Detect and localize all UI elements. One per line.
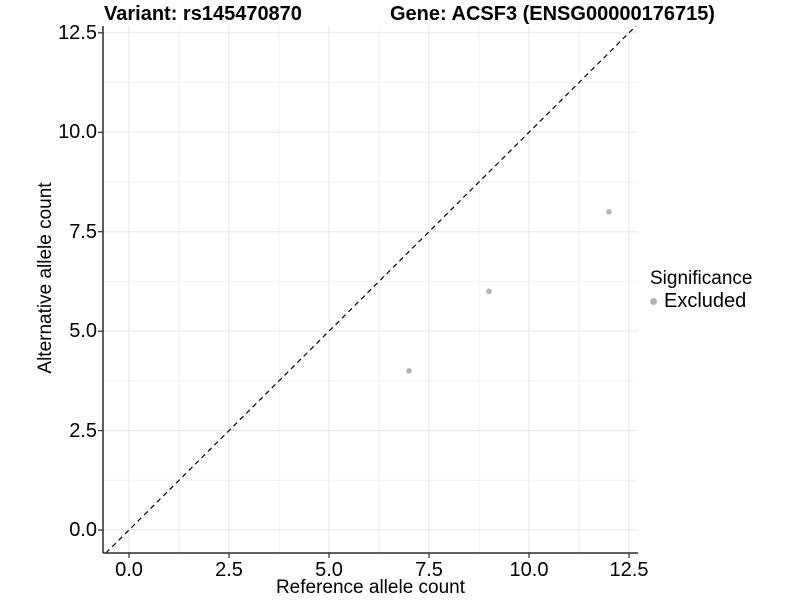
data-point [406,368,412,374]
x-tick-label: 2.5 [215,559,243,581]
y-axis-title: Alternative allele count [35,182,56,374]
plot-title-gene: Gene: ACSF3 (ENSG00000176715) [390,3,715,25]
data-point [606,209,612,215]
y-tick-label: 7.5 [69,220,97,243]
x-axis-title: Reference allele count [275,577,466,598]
y-tick-label: 0.0 [69,519,97,541]
plot-title-variant: Variant: rs145470870 [104,3,302,25]
x-tick-label: 0.0 [115,559,143,581]
y-tick-label: 5.0 [69,320,97,343]
legend-item-excluded: Excluded [650,290,752,312]
excluded-point-icon [650,297,657,305]
x-tick-label: 10.0 [509,559,549,581]
y-tick-label: 2.5 [69,419,97,442]
y-tick-label: 10.0 [58,121,97,144]
legend-item-label: Excluded [664,290,747,312]
x-tick-label: 5.0 [315,559,343,581]
x-tick-label: 7.5 [415,559,443,581]
legend-title: Significance [650,268,753,289]
legend: Significance Excluded [650,268,752,312]
x-tick-label: 12.5 [609,559,649,581]
data-point [486,288,492,295]
y-tick-label: 12.5 [58,21,97,44]
identity-reference-line [105,25,637,554]
